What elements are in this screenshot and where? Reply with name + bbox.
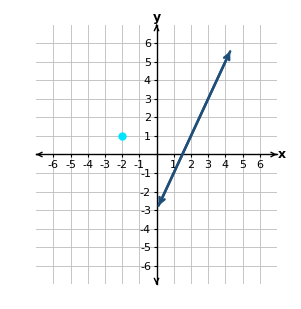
Text: y: y bbox=[153, 11, 160, 24]
Text: x: x bbox=[278, 148, 286, 161]
